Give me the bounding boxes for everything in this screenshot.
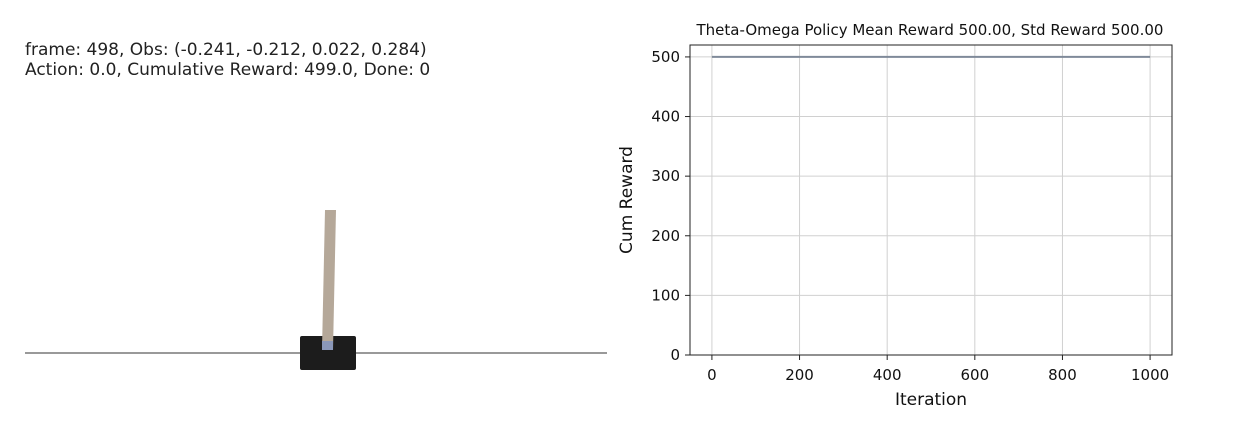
reward-chart: Theta-Omega Policy Mean Reward 500.00, S… <box>617 21 1173 410</box>
env-status-line-2: Action: 0.0, Cumulative Reward: 499.0, D… <box>25 60 431 80</box>
pole-axle <box>322 341 333 350</box>
x-tick-label: 800 <box>1048 366 1077 384</box>
y-tick-label: 400 <box>651 108 680 126</box>
x-tick-label: 600 <box>960 366 989 384</box>
ticks: 0 200 400 600 800 1000 0 100 200 300 400 500 <box>651 48 1169 384</box>
pole <box>322 210 336 350</box>
chart-title: Theta-Omega Policy Mean Reward 500.00, S… <box>696 21 1164 39</box>
y-tick-label: 0 <box>670 346 680 364</box>
y-axis-label: Cum Reward <box>617 146 637 254</box>
x-axis-label: Iteration <box>895 390 967 410</box>
x-tick-label: 200 <box>785 366 814 384</box>
y-tick-label: 100 <box>651 286 680 304</box>
cart <box>300 336 356 370</box>
env-status-text: frame: 498, Obs: (-0.241, -0.212, 0.022,… <box>25 40 430 80</box>
x-tick-label: 400 <box>873 366 902 384</box>
y-tick-label: 300 <box>651 167 680 185</box>
x-tick-label: 1000 <box>1131 366 1169 384</box>
chart-grid <box>690 45 1172 356</box>
env-status-line-1: frame: 498, Obs: (-0.241, -0.212, 0.022,… <box>25 40 427 60</box>
cartpole-scene <box>25 210 607 370</box>
plot-frame <box>689 44 1173 356</box>
x-tick-label: 0 <box>707 366 717 384</box>
y-tick-label: 200 <box>651 227 680 245</box>
y-tick-label: 500 <box>651 48 680 66</box>
